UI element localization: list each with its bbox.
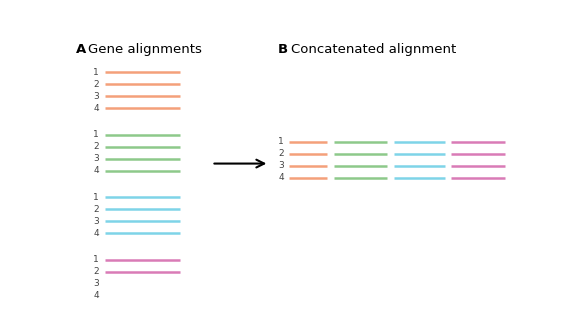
Text: 4: 4 bbox=[93, 104, 99, 113]
Text: 4: 4 bbox=[93, 291, 99, 300]
Text: 1: 1 bbox=[278, 138, 284, 146]
Text: 3: 3 bbox=[278, 162, 284, 170]
Text: 1: 1 bbox=[93, 130, 99, 139]
Text: 3: 3 bbox=[93, 92, 99, 101]
Text: 1: 1 bbox=[93, 68, 99, 77]
Text: 1: 1 bbox=[93, 193, 99, 202]
Text: A: A bbox=[76, 43, 87, 56]
Text: 2: 2 bbox=[93, 205, 99, 214]
Text: 3: 3 bbox=[93, 217, 99, 226]
Text: 3: 3 bbox=[93, 154, 99, 163]
Text: 2: 2 bbox=[93, 267, 99, 276]
Text: 3: 3 bbox=[93, 279, 99, 288]
Text: 2: 2 bbox=[93, 80, 99, 89]
Text: 2: 2 bbox=[278, 149, 284, 158]
Text: Concatenated alignment: Concatenated alignment bbox=[291, 43, 456, 56]
Text: 4: 4 bbox=[278, 173, 284, 183]
Text: 1: 1 bbox=[93, 255, 99, 264]
Text: B: B bbox=[278, 43, 288, 56]
Text: 4: 4 bbox=[93, 229, 99, 238]
Text: 2: 2 bbox=[93, 142, 99, 151]
Text: 4: 4 bbox=[93, 166, 99, 175]
Text: Gene alignments: Gene alignments bbox=[88, 43, 202, 56]
